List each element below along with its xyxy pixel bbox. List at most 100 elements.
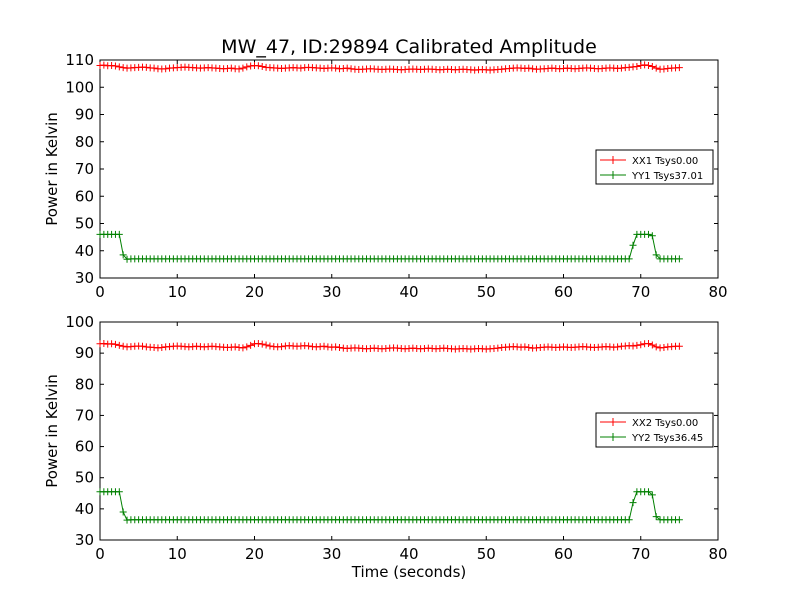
bottom-series-yy-point bbox=[652, 513, 660, 521]
top-series-xx-point bbox=[625, 63, 633, 71]
bottom-legend-xx-marker bbox=[600, 418, 626, 426]
bottom-y-tick-label: 90 bbox=[75, 344, 94, 362]
top-series-yy-point bbox=[652, 251, 660, 259]
top-x-tick-label: 70 bbox=[631, 283, 650, 301]
bottom-series-yy-point bbox=[115, 488, 123, 496]
bottom-x-tick-label: 30 bbox=[322, 545, 341, 563]
bottom-series-xx-point bbox=[614, 343, 622, 351]
bottom-series-xx-point bbox=[231, 343, 239, 351]
top-series-xx-point bbox=[332, 64, 340, 72]
bottom-x-tick-label: 80 bbox=[708, 545, 727, 563]
bottom-series-xx-point bbox=[660, 344, 668, 352]
top-series-xx-point bbox=[525, 64, 533, 72]
bottom-series-yy-point bbox=[625, 516, 633, 524]
top-y-tick-label: 110 bbox=[65, 51, 94, 69]
bottom-series-xx-point bbox=[525, 344, 533, 352]
bottom-series-xx-point bbox=[111, 340, 119, 348]
bottom-series-xx-point bbox=[521, 343, 529, 351]
bottom-series-xx-point bbox=[675, 342, 683, 350]
top-x-tick-label: 60 bbox=[554, 283, 573, 301]
bottom-y-ticks: 30 40 50 60 70 80 90 100 bbox=[65, 313, 718, 549]
top-y-tick-label: 90 bbox=[75, 106, 94, 124]
bottom-series-yy-point bbox=[644, 488, 652, 496]
bottom-series-xx-point bbox=[243, 343, 251, 351]
bottom-series-xx-point bbox=[637, 341, 645, 349]
bottom-series-layer bbox=[96, 339, 683, 524]
top-series-yy-point bbox=[648, 232, 656, 240]
top-x-tick-label: 30 bbox=[322, 283, 341, 301]
bottom-y-tick-label: 70 bbox=[75, 406, 94, 424]
top-series-xx-point bbox=[243, 63, 251, 71]
bottom-y-tick-label: 40 bbox=[75, 500, 94, 518]
top-legend-box bbox=[595, 149, 714, 185]
bottom-series-yy-point bbox=[119, 508, 127, 516]
top-y-tick-label: 60 bbox=[75, 187, 94, 205]
top-series-xx-point bbox=[297, 64, 305, 72]
top-series-xx-point bbox=[239, 64, 247, 72]
top-series-xx-point bbox=[227, 64, 235, 72]
top-y-tick-label: 30 bbox=[75, 269, 94, 287]
bottom-series-xx-point bbox=[119, 342, 127, 350]
top-series-yy-point bbox=[644, 230, 652, 238]
bottom-y-tick-label: 50 bbox=[75, 469, 94, 487]
bottom-x-tick-label: 10 bbox=[168, 545, 187, 563]
top-series-xx-point bbox=[652, 64, 660, 72]
top-series-xx-point bbox=[648, 63, 656, 71]
top-series-xx-point bbox=[258, 63, 266, 71]
top-legend-xx-marker bbox=[600, 156, 626, 164]
top-x-ticks: 0 10 20 30 40 50 60 70 80 bbox=[95, 60, 728, 301]
top-series-xx-point bbox=[115, 63, 123, 71]
top-legend: XX1 Tsys0.00 YY1 Tsys37.01 bbox=[595, 149, 714, 185]
top-legend-yy-marker bbox=[600, 171, 626, 179]
top-series-xx-point bbox=[108, 61, 116, 69]
top-series-layer bbox=[96, 61, 683, 263]
top-series-xx-point bbox=[529, 65, 537, 73]
top-y-tick-label: 100 bbox=[65, 78, 94, 96]
top-y-tick-label: 40 bbox=[75, 242, 94, 260]
bottom-legend-yy-label: YY2 Tsys36.45 bbox=[631, 433, 703, 444]
top-series-xx-point bbox=[617, 64, 625, 72]
bottom-legend-yy-marker bbox=[600, 433, 626, 441]
bottom-y-axis-label: Power in Kelvin bbox=[43, 374, 61, 488]
bottom-y-tick-label: 60 bbox=[75, 438, 94, 456]
top-series-xx-point bbox=[343, 64, 351, 72]
top-series-xx-point bbox=[637, 61, 645, 69]
bottom-series-xx-point bbox=[266, 342, 274, 350]
bottom-legend-box bbox=[595, 412, 714, 448]
top-x-tick-label: 10 bbox=[168, 283, 187, 301]
top-legend-xx-label: XX1 Tsys0.00 bbox=[632, 156, 698, 167]
bottom-series-xx-point bbox=[644, 339, 652, 347]
bottom-series-xx-point bbox=[138, 342, 146, 350]
top-series-xx-point bbox=[641, 61, 649, 69]
bottom-x-ticks: 0 10 20 30 40 50 60 70 80 bbox=[95, 322, 728, 563]
bottom-series-xx-point bbox=[494, 344, 502, 352]
top-series-yy-point bbox=[629, 241, 637, 249]
bottom-series-xx-point bbox=[629, 342, 637, 350]
bottom-y-tick-label: 80 bbox=[75, 375, 94, 393]
bottom-series-xx-point bbox=[100, 339, 108, 347]
top-series-xx-point bbox=[142, 63, 150, 71]
bottom-series-xx-point bbox=[254, 339, 262, 347]
top-legend-yy-label: YY1 Tsys37.01 bbox=[631, 171, 703, 182]
bottom-series-yy-point bbox=[675, 516, 683, 524]
top-series-xx-point bbox=[498, 65, 506, 73]
bottom-series-xx-point bbox=[158, 344, 166, 352]
top-x-tick-label: 40 bbox=[399, 283, 418, 301]
bottom-series-xx-point bbox=[633, 341, 641, 349]
bottom-x-tick-label: 70 bbox=[631, 545, 650, 563]
top-series-xx-point bbox=[254, 62, 262, 70]
top-series-yy-point bbox=[115, 230, 123, 238]
top-series-xx-point bbox=[111, 62, 119, 70]
top-series-xx-point bbox=[660, 65, 668, 73]
top-series-xx-point bbox=[100, 61, 108, 69]
top-series-xx-point bbox=[633, 63, 641, 71]
top-series-yy-point bbox=[675, 255, 683, 263]
bottom-series-xx-point bbox=[648, 341, 656, 349]
bottom-x-tick-label: 0 bbox=[95, 545, 105, 563]
bottom-legend: XX2 Tsys0.00 YY2 Tsys36.45 bbox=[595, 412, 714, 448]
top-series-yy-point bbox=[625, 255, 633, 263]
bottom-x-tick-label: 20 bbox=[245, 545, 264, 563]
bottom-series-xx-point bbox=[335, 344, 343, 352]
